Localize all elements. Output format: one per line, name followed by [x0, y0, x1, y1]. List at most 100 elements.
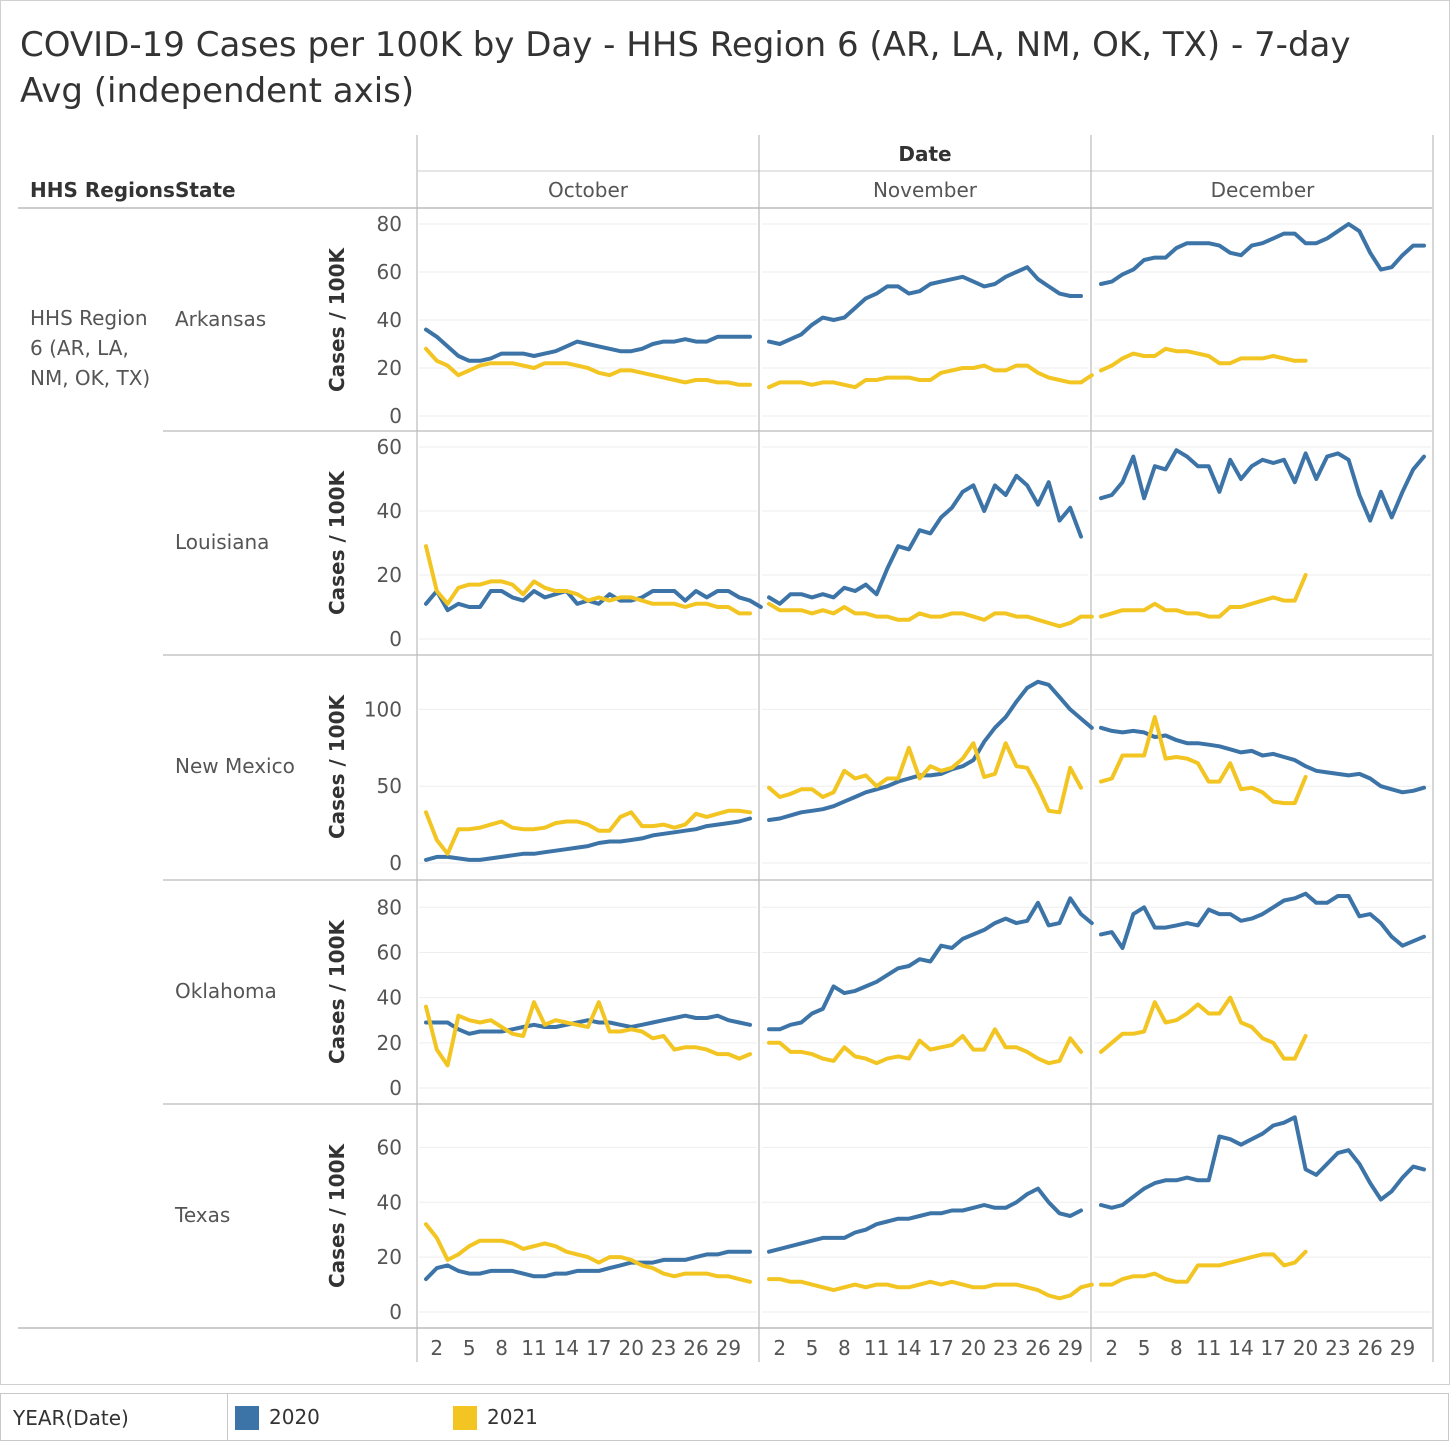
y-axis-label: Cases / 100K: [325, 1142, 349, 1288]
series-line-2020-arkansas-october: [424, 327, 752, 363]
y-tick-label: 0: [389, 851, 402, 875]
series-line-2021-oklahoma-november: [767, 1027, 1083, 1066]
y-tick-label: 0: [389, 1076, 402, 1100]
series-line-2020-arkansas-december: [1099, 222, 1426, 286]
y-tick-label: 60: [377, 1135, 402, 1159]
series-line-2021-arkansas-november: [767, 363, 1094, 390]
legend-label-2020: 2020: [269, 1405, 320, 1429]
y-tick-label: 40: [377, 986, 402, 1010]
y-tick-label: 0: [389, 1300, 402, 1324]
y-axis-label: Cases / 100K: [325, 469, 349, 615]
day-tick-label: 26: [1357, 1336, 1382, 1360]
day-tick-label: 23: [1325, 1336, 1350, 1360]
series-line-2021-louisiana-october: [424, 544, 752, 616]
series-line-2020-texas-december: [1099, 1115, 1426, 1210]
series-line-2021-louisiana-november: [767, 601, 1094, 629]
legend-swatch-2021: [453, 1406, 477, 1430]
y-tick-label: 40: [377, 499, 402, 523]
chart-frame: [0, 0, 1450, 1385]
y-tick-label: 20: [377, 1245, 402, 1269]
y-tick-label: 40: [377, 308, 402, 332]
state-label-new-mexico: New Mexico: [175, 754, 295, 778]
state-label-louisiana: Louisiana: [175, 530, 269, 554]
day-tick-label: 29: [716, 1336, 741, 1360]
y-tick-label: 60: [377, 435, 402, 459]
day-tick-label: 23: [993, 1336, 1018, 1360]
legend-label-2021: 2021: [487, 1405, 538, 1429]
day-tick-label: 29: [1390, 1336, 1415, 1360]
chart-title: COVID-19 Cases per 100K by Day - HHS Reg…: [20, 25, 1351, 111]
series-line-2021-texas-november: [767, 1277, 1094, 1301]
y-axis-label: Cases / 100K: [325, 246, 349, 392]
day-tick-label: 14: [896, 1336, 921, 1360]
y-tick-label: 100: [364, 697, 402, 721]
day-tick-label: 20: [961, 1336, 986, 1360]
state-label-texas: Texas: [174, 1203, 230, 1227]
series-line-2021-louisiana-december: [1099, 573, 1308, 619]
legend-swatch-2020: [235, 1406, 259, 1430]
series-line-2020-louisiana-december: [1099, 448, 1426, 523]
state-label-arkansas: Arkansas: [175, 307, 266, 331]
day-tick-label: 8: [838, 1336, 851, 1360]
day-tick-label: 11: [1196, 1336, 1221, 1360]
series-line-2020-texas-november: [767, 1186, 1083, 1254]
series-line-2021-texas-october: [424, 1222, 752, 1284]
series-line-2020-arkansas-november: [767, 265, 1083, 346]
chart-canvas: HHS Regions State Date HHS Region 6 (AR, …: [18, 135, 1434, 1362]
region-label: HHS Region 6 (AR, LA, NM, OK, TX): [30, 306, 150, 390]
day-tick-label: 17: [928, 1336, 953, 1360]
month-header-october: October: [548, 178, 629, 202]
day-tick-label: 20: [1293, 1336, 1318, 1360]
y-tick-label: 80: [377, 895, 402, 919]
day-tick-label: 17: [1261, 1336, 1286, 1360]
header-hhs-regions: HHS Regions: [30, 178, 175, 202]
series-line-2020-new-mexico-october: [424, 816, 752, 862]
series-line-2021-new-mexico-december: [1099, 715, 1308, 806]
y-axis-label: Cases / 100K: [325, 918, 349, 1064]
series-line-2020-oklahoma-december: [1099, 891, 1426, 950]
series-line-2021-oklahoma-december: [1099, 995, 1308, 1061]
y-tick-label: 0: [389, 404, 402, 428]
series-line-2020-louisiana-october: [424, 589, 763, 613]
header-date: Date: [898, 142, 951, 166]
y-tick-label: 40: [377, 1190, 402, 1214]
series-line-2020-louisiana-november: [767, 473, 1083, 606]
series-line-2021-new-mexico-october: [424, 808, 752, 856]
y-tick-label: 0: [389, 627, 402, 651]
series-line-2021-oklahoma-october: [424, 1000, 752, 1068]
day-tick-label: 11: [521, 1336, 546, 1360]
day-tick-label: 8: [495, 1336, 508, 1360]
day-tick-label: 26: [1025, 1336, 1050, 1360]
series-line-2020-oklahoma-november: [767, 896, 1094, 1032]
day-tick-label: 23: [651, 1336, 676, 1360]
series-line-2021-texas-december: [1099, 1249, 1308, 1287]
month-header-november: November: [873, 178, 978, 202]
y-tick-label: 60: [377, 940, 402, 964]
legend: YEAR(Date) 2020 2021: [0, 1393, 1449, 1441]
day-tick-label: 20: [618, 1336, 643, 1360]
day-tick-label: 11: [864, 1336, 889, 1360]
day-tick-label: 2: [430, 1336, 443, 1360]
y-axis-label: Cases / 100K: [325, 693, 349, 839]
day-tick-label: 5: [463, 1336, 476, 1360]
series-line-2020-oklahoma-october: [424, 1013, 752, 1036]
day-tick-label: 29: [1058, 1336, 1083, 1360]
y-tick-label: 60: [377, 260, 402, 284]
y-tick-label: 80: [377, 212, 402, 236]
y-tick-label: 50: [377, 774, 402, 798]
header-state: State: [175, 178, 236, 202]
series-line-2021-arkansas-december: [1099, 346, 1308, 373]
y-tick-label: 20: [377, 1031, 402, 1055]
state-label-oklahoma: Oklahoma: [175, 979, 277, 1003]
series-line-2020-new-mexico-december: [1099, 725, 1426, 795]
day-tick-label: 8: [1170, 1336, 1183, 1360]
day-tick-label: 14: [1228, 1336, 1253, 1360]
day-tick-label: 2: [1105, 1336, 1118, 1360]
day-tick-label: 5: [806, 1336, 819, 1360]
month-header-december: December: [1211, 178, 1315, 202]
series-line-2021-new-mexico-november: [767, 741, 1083, 815]
y-tick-label: 20: [377, 563, 402, 587]
series-line-2021-arkansas-october: [424, 346, 752, 387]
day-tick-label: 14: [554, 1336, 579, 1360]
day-tick-label: 2: [773, 1336, 786, 1360]
